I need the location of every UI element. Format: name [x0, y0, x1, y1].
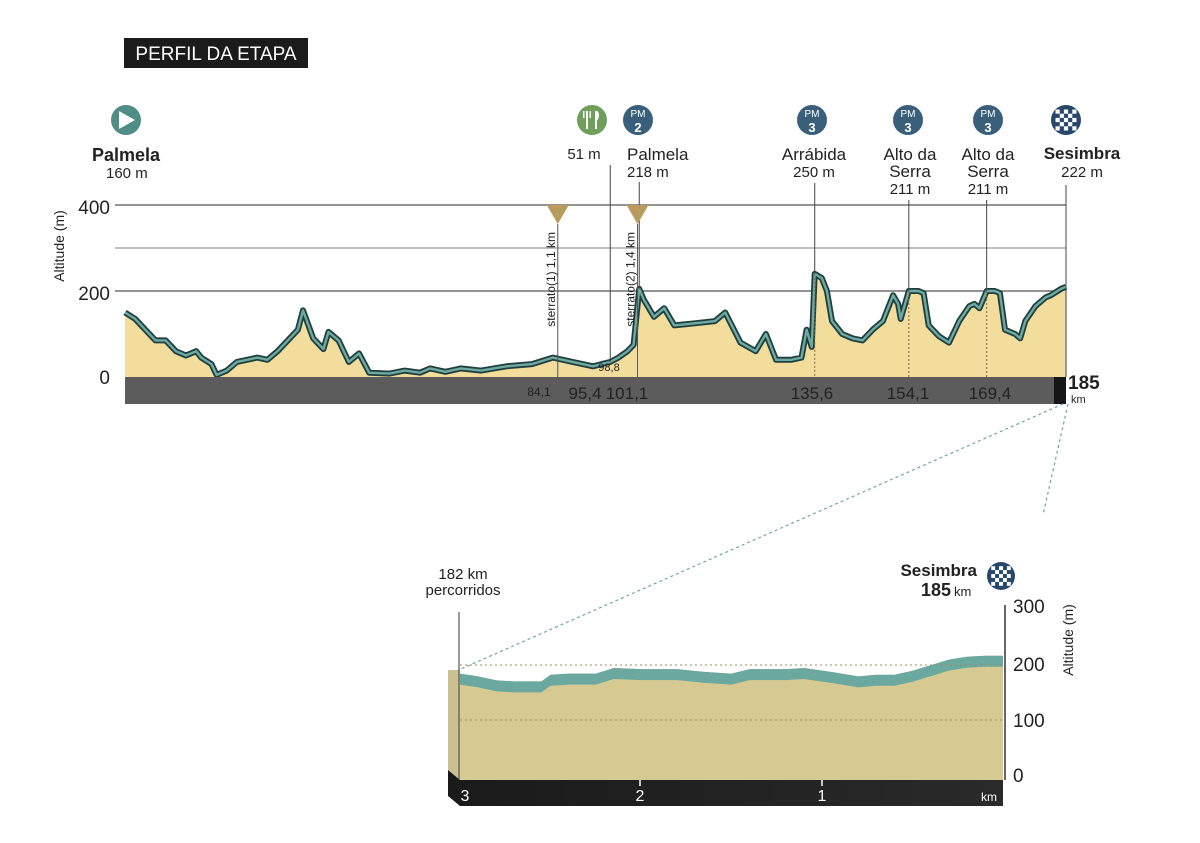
zoom-base-strip — [448, 770, 1003, 806]
climb-arrabida: PM 3 Arrábida 250 m — [782, 105, 847, 181]
svg-text:2: 2 — [634, 120, 641, 135]
svg-text:3: 3 — [904, 120, 911, 135]
climb-pm2: PM 2 Palmela 218 m — [623, 105, 689, 181]
km-mark-135: 135,6 — [791, 384, 834, 403]
zoom-profile-band — [460, 655, 1003, 693]
climb-badge-icon — [797, 105, 827, 135]
zoom-y-tick-0: 0 — [1013, 766, 1024, 787]
finish-altitude: 222 m — [1061, 164, 1103, 181]
zoom-y-axis-label: Altitude (m) — [1060, 604, 1076, 676]
zoom-x-tick-1: 1 — [818, 788, 827, 805]
feed-zone-altitude: 51 m — [567, 146, 600, 163]
finish-strip — [1054, 377, 1066, 404]
main-y-axis-label: Altitude (m) — [51, 210, 67, 282]
zoom-y-tick-100: 100 — [1013, 711, 1045, 732]
climb-alto-serra-1: PM 3 Alto da Serra 211 m — [884, 105, 937, 198]
start-marker: Palmela 160 m — [92, 105, 161, 182]
zoom-x-tick-2: 2 — [636, 788, 645, 805]
svg-text:PM: PM — [805, 109, 820, 120]
total-km: 185 — [1068, 373, 1100, 394]
climb-badge-icon — [623, 105, 653, 135]
km-mark-154: 154,1 — [887, 384, 930, 403]
climb-badge-icon — [893, 105, 923, 135]
zoom-connectors — [453, 403, 1069, 673]
zoom-chart: 3 2 1 km 300 200 100 0 Altitude (m) 182 … — [425, 561, 1076, 806]
sterrato-label: sterrato(2) 1,4 km — [624, 232, 638, 327]
km-mark-98: 98,8 — [598, 362, 619, 374]
zoom-start-label-2: percorridos — [425, 582, 500, 599]
fork-knife-icon — [577, 105, 607, 135]
km-mark-101: 101,1 — [606, 384, 649, 403]
zoom-side-face — [448, 670, 460, 780]
climb-altitude: 211 m — [968, 181, 1009, 198]
main-chart: Altitude (m) 400 200 0 Palmela 160 m 51 … — [51, 105, 1121, 406]
svg-text:3: 3 — [808, 120, 815, 135]
climb-name: Alto da Serra — [884, 145, 937, 181]
sterrato-markers: sterrato(1) 1,1 km sterrato(2) 1,4 km — [544, 205, 649, 377]
zoom-profile-area — [460, 655, 1003, 780]
total-km-unit: km — [1071, 394, 1086, 406]
svg-text:3: 3 — [984, 120, 991, 135]
zoom-finish-name: Sesimbra — [900, 561, 977, 580]
main-gridlines — [115, 204, 1066, 292]
sterrato-triangle-icon — [546, 205, 569, 224]
zoom-y-tick-200: 200 — [1013, 655, 1045, 676]
start-altitude: 160 m — [106, 165, 148, 182]
main-profile-area — [125, 273, 1066, 377]
climb-altitude: 250 m — [793, 164, 835, 181]
title-badge: PERFIL DA ETAPA — [124, 38, 308, 68]
km-mark-169: 169,4 — [969, 384, 1012, 403]
climb-alto-serra-2: PM 3 Alto da Serra 211 m — [962, 105, 1015, 198]
main-profile-line — [124, 272, 1067, 377]
svg-text:PM: PM — [901, 109, 916, 120]
zoom-finish-unit: km — [954, 584, 971, 599]
sterrato-label: sterrato(1) 1,1 km — [544, 232, 558, 327]
zoom-finish-km: 185 — [921, 580, 951, 600]
sterrato-triangle-icon — [626, 205, 649, 224]
climb-name: Alto da Serra — [962, 145, 1015, 181]
zoom-start-label: 182 km — [438, 566, 487, 583]
zoom-y-tick-300: 300 — [1013, 597, 1045, 618]
main-base-strip — [125, 377, 1066, 404]
zoom-finish-label: Sesimbra 185 km — [900, 561, 1015, 600]
climb-badge-icon — [973, 105, 1003, 135]
climb-altitude: 218 m — [627, 164, 669, 181]
climb-altitude: 211 m — [890, 181, 931, 198]
km-mark-95: 95,4 — [568, 384, 601, 403]
page-title: PERFIL DA ETAPA — [135, 44, 297, 65]
main-marker-lines — [609, 165, 1067, 377]
feed-zone-marker: 51 m — [567, 105, 607, 163]
zoom-x-unit: km — [981, 790, 997, 804]
y-tick-200: 200 — [78, 284, 110, 305]
finish-marker: Sesimbra 222 m — [1044, 105, 1121, 181]
y-tick-0: 0 — [99, 368, 110, 389]
zoom-x-tick-3: 3 — [461, 788, 470, 805]
climb-name: Arrábida — [782, 145, 847, 164]
km-mark-84: 84,1 — [527, 385, 551, 399]
finish-name: Sesimbra — [1044, 144, 1121, 163]
start-name: Palmela — [92, 145, 161, 165]
svg-text:PM: PM — [981, 109, 996, 120]
climb-name: Palmela — [627, 145, 689, 164]
svg-text:PM: PM — [631, 109, 646, 120]
y-tick-400: 400 — [78, 198, 110, 219]
